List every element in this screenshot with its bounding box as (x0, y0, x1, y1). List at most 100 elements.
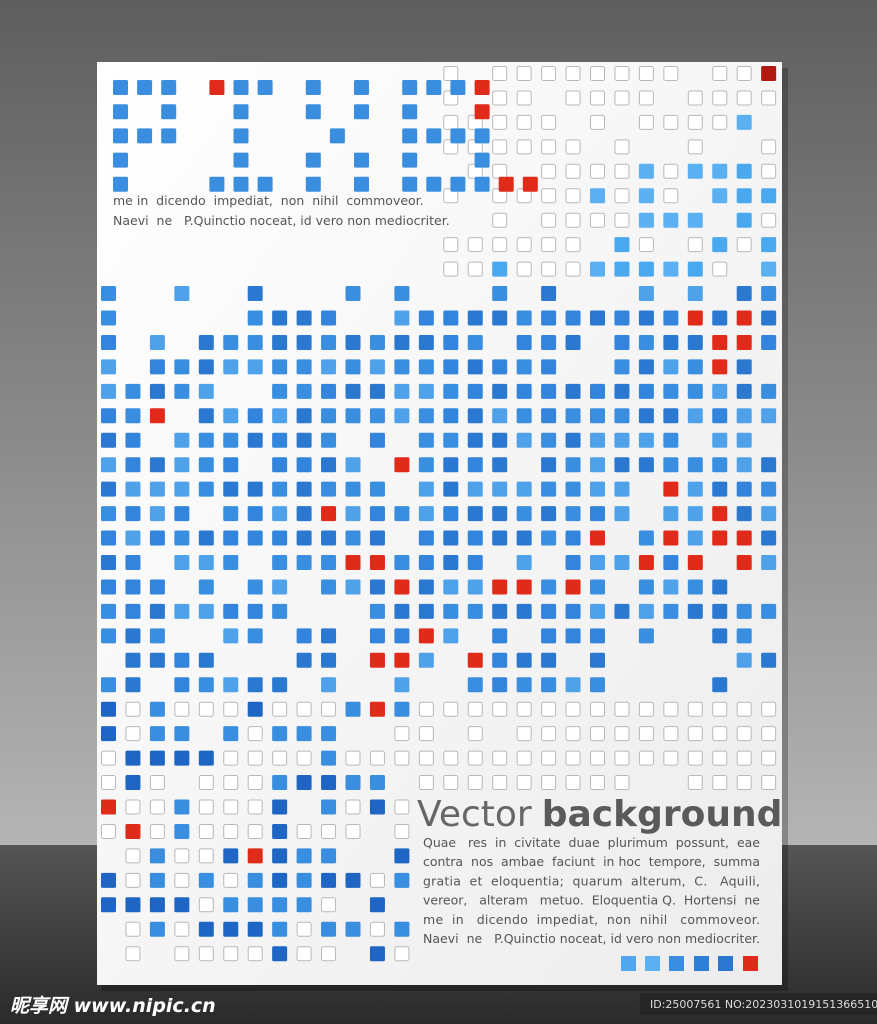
pixel-square (687, 212, 703, 228)
pixel-square (101, 628, 116, 644)
pixel-square (272, 555, 288, 570)
letter-square (474, 128, 490, 144)
pixel-square (638, 432, 654, 448)
pixel-outline (614, 139, 630, 155)
pixel-square (198, 432, 214, 448)
pixel-square (296, 652, 312, 668)
pixel-square (125, 775, 141, 791)
pixel-outline (590, 90, 605, 106)
pixel-outline (443, 261, 459, 277)
pixel-outline (345, 799, 361, 815)
pixel-square (321, 921, 337, 937)
pixel-square (394, 628, 410, 644)
pixel-square (125, 408, 141, 424)
pixel-square (516, 652, 532, 668)
pixel-square (761, 481, 777, 497)
pixel-square (101, 334, 116, 350)
pixel-square (638, 310, 654, 326)
pixel-square (638, 628, 654, 644)
pixel-square (712, 677, 728, 693)
pixel-square (296, 555, 312, 570)
pixel-square (590, 628, 605, 644)
letter-square (450, 128, 466, 144)
pixel-square (198, 750, 214, 766)
letter-square (233, 80, 249, 95)
pixel-square (443, 432, 459, 448)
pixel-square (443, 603, 459, 619)
pixel-square (638, 212, 654, 228)
pixel-square (541, 677, 557, 693)
pixel-square (125, 750, 141, 766)
pixel-outline (467, 701, 483, 717)
pixel-square (125, 383, 141, 399)
pixel-outline (418, 726, 434, 742)
pixel-outline (736, 90, 752, 106)
pixel-outline (761, 212, 777, 228)
pixel-outline (687, 139, 703, 155)
pixel-square (101, 286, 116, 302)
pixel-square (541, 481, 557, 497)
pixel-outline (125, 921, 141, 937)
pixel-square (247, 677, 263, 693)
pixel-outline (565, 163, 581, 179)
pixel-square (590, 530, 605, 546)
pixel-square (198, 555, 214, 570)
heading-light: Vector (417, 794, 532, 835)
pixel-square (223, 726, 239, 742)
pixel-square (638, 359, 654, 375)
pixel-outline (198, 701, 214, 717)
pixel-square (736, 555, 752, 570)
pixel-square (638, 163, 654, 179)
pixel-square (272, 848, 288, 864)
pixel-square (736, 530, 752, 546)
pixel-square (418, 408, 434, 424)
pixel-square (492, 506, 508, 522)
pixel-square (418, 359, 434, 375)
pixel-outline (565, 775, 581, 791)
pixel-square (663, 212, 679, 228)
pixel-outline (663, 66, 679, 81)
pixel-outline (638, 66, 654, 81)
pixel-square (174, 506, 190, 522)
pixel-square (443, 481, 459, 497)
pixel-outline (101, 750, 116, 766)
pixel-square (272, 383, 288, 399)
pixel-outline (198, 848, 214, 864)
pixel-outline (638, 237, 654, 253)
pixel-square (369, 383, 385, 399)
pixel-outline (614, 212, 630, 228)
letter-square (233, 128, 249, 144)
pixel-square (369, 408, 385, 424)
pixel-square (223, 359, 239, 375)
pixel-square (418, 457, 434, 473)
pixel-square (101, 799, 116, 815)
pixel-square (101, 383, 116, 399)
pixel-square (565, 481, 581, 497)
pixel-square (125, 652, 141, 668)
pixel-square (590, 481, 605, 497)
pixel-square (174, 555, 190, 570)
pixel-square (247, 310, 263, 326)
pixel-square (467, 530, 483, 546)
pixel-square (321, 848, 337, 864)
pixel-square (345, 286, 361, 302)
pixel-square (101, 408, 116, 424)
pixel-outline (541, 114, 557, 130)
letter-square (426, 80, 442, 95)
pixel-square (443, 555, 459, 570)
pixel-square (663, 383, 679, 399)
pixel-square (492, 652, 508, 668)
pixel-outline (736, 726, 752, 742)
pixel-outline (296, 823, 312, 839)
pixel-square (101, 359, 116, 375)
pixel-outline (565, 261, 581, 277)
pixel-square (296, 481, 312, 497)
pixel-square (223, 530, 239, 546)
pixel-square (345, 481, 361, 497)
letter-square (354, 152, 369, 168)
pixel-outline (443, 701, 459, 717)
pixel-square (149, 701, 165, 717)
pixel-outline (638, 726, 654, 742)
pixel-square (345, 701, 361, 717)
